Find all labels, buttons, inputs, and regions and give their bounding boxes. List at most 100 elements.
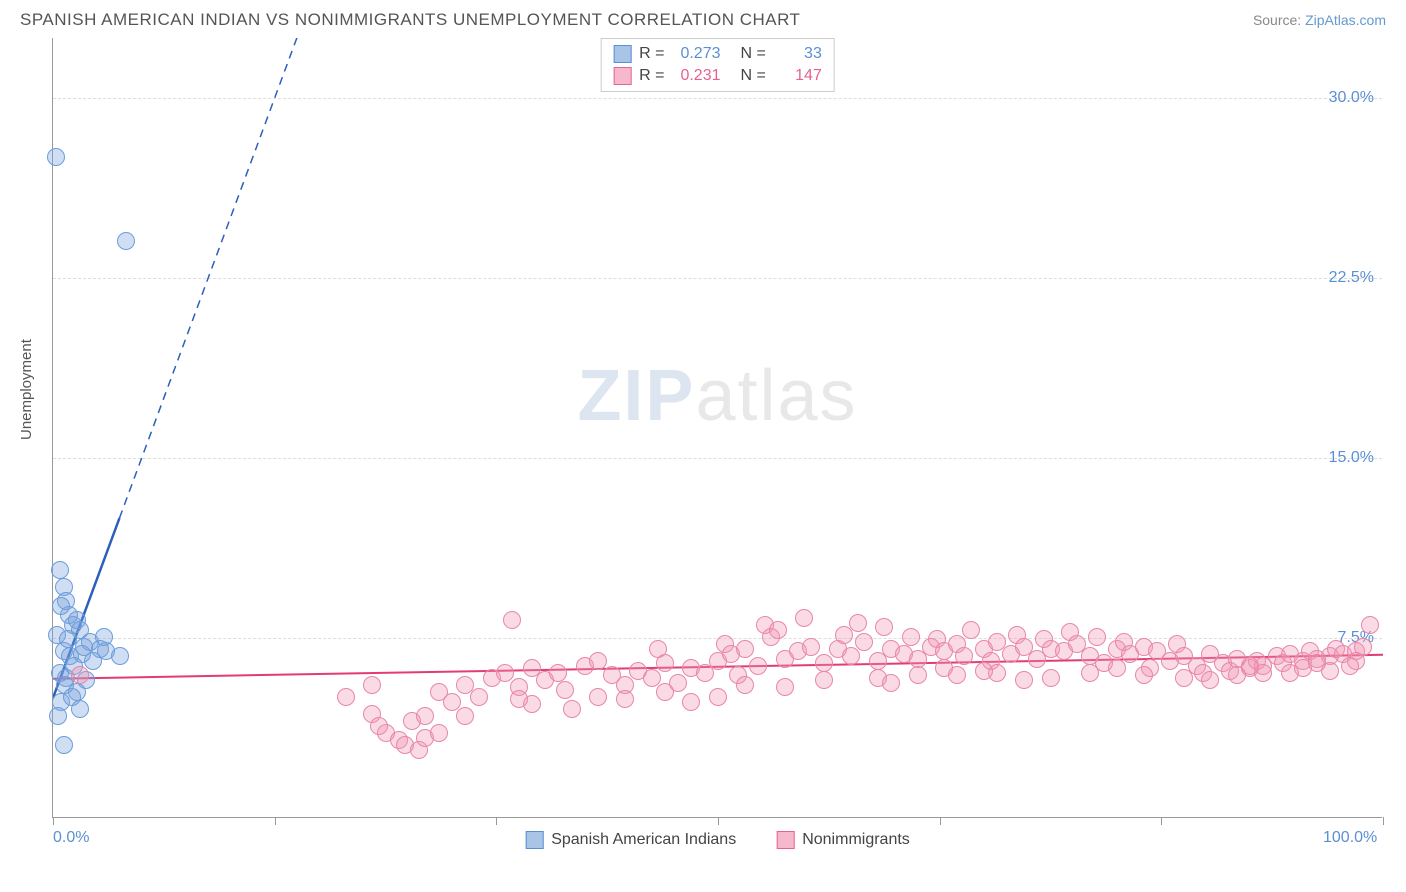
stat-n-value: 147 (774, 67, 822, 85)
scatter-point (643, 669, 661, 687)
x-tick (1383, 817, 1384, 825)
scatter-point (1175, 669, 1193, 687)
x-tick-label: 0.0% (53, 829, 89, 847)
scatter-point (849, 614, 867, 632)
legend-label: Spanish American Indians (551, 831, 736, 849)
scatter-point (709, 688, 727, 706)
scatter-point (1308, 654, 1326, 672)
scatter-point (337, 688, 355, 706)
scatter-point (456, 707, 474, 725)
scatter-point (75, 638, 93, 656)
scatter-point (1201, 671, 1219, 689)
scatter-point (855, 633, 873, 651)
x-tick (53, 817, 54, 825)
scatter-point (117, 232, 135, 250)
scatter-point (563, 700, 581, 718)
scatter-point (616, 690, 634, 708)
scatter-point (948, 666, 966, 684)
legend-label: Nonimmigrants (802, 831, 910, 849)
scatter-point (975, 662, 993, 680)
scatter-point (1135, 666, 1153, 684)
scatter-point (902, 628, 920, 646)
scatter-point (955, 647, 973, 665)
y-axis-label: Unemployment (18, 339, 35, 440)
scatter-point (496, 664, 514, 682)
stat-n-label: N = (741, 67, 766, 85)
scatter-point (51, 561, 69, 579)
scatter-point (1108, 659, 1126, 677)
source-prefix: Source: (1253, 12, 1305, 28)
scatter-point (503, 611, 521, 629)
scatter-point (815, 654, 833, 672)
bottom-legend: Spanish American Indians Nonimmigrants (525, 831, 910, 849)
scatter-point (370, 717, 388, 735)
scatter-point (962, 621, 980, 639)
scatter-point (882, 674, 900, 692)
scatter-point (111, 647, 129, 665)
series-swatch (613, 67, 631, 85)
x-tick (1161, 817, 1162, 825)
stat-n-label: N = (741, 45, 766, 63)
scatter-point (470, 688, 488, 706)
legend-swatch (776, 831, 794, 849)
x-tick (496, 817, 497, 825)
scatter-point (1241, 657, 1259, 675)
scatter-point (1015, 671, 1033, 689)
stats-row: R = 0.231 N = 147 (613, 65, 822, 87)
scatter-point (443, 693, 461, 711)
chart-header: SPANISH AMERICAN INDIAN VS NONIMMIGRANTS… (0, 0, 1406, 38)
stat-r-label: R = (639, 67, 664, 85)
scatter-point (1081, 664, 1099, 682)
series-swatch (613, 45, 631, 63)
scatter-point (736, 640, 754, 658)
scatter-point (363, 676, 381, 694)
scatter-point (59, 630, 77, 648)
scatter-point (47, 148, 65, 166)
stat-r-value: 0.273 (673, 45, 721, 63)
legend-item: Nonimmigrants (776, 831, 910, 849)
scatter-point (842, 647, 860, 665)
scatter-points-layer (53, 38, 1382, 817)
x-tick-label: 100.0% (1323, 829, 1377, 847)
scatter-point (589, 688, 607, 706)
x-tick (940, 817, 941, 825)
source-attribution: Source: ZipAtlas.com (1253, 12, 1386, 28)
scatter-point (556, 681, 574, 699)
scatter-point (71, 666, 89, 684)
scatter-point (416, 707, 434, 725)
scatter-point (875, 618, 893, 636)
chart-title: SPANISH AMERICAN INDIAN VS NONIMMIGRANTS… (20, 10, 800, 30)
x-tick (275, 817, 276, 825)
scatter-point (736, 676, 754, 694)
scatter-point (510, 690, 528, 708)
scatter-point (589, 652, 607, 670)
scatter-point (769, 621, 787, 639)
scatter-point (656, 654, 674, 672)
scatter-point (682, 693, 700, 711)
scatter-point (95, 628, 113, 646)
stat-r-label: R = (639, 45, 664, 63)
stat-r-value: 0.231 (673, 67, 721, 85)
legend-item: Spanish American Indians (525, 831, 736, 849)
scatter-point (1341, 657, 1359, 675)
scatter-point (549, 664, 567, 682)
legend-swatch (525, 831, 543, 849)
scatter-point (909, 666, 927, 684)
chart-plot-area: ZIPatlas 7.5%15.0%22.5%30.0% 0.0%100.0% … (52, 38, 1382, 818)
scatter-point (815, 671, 833, 689)
scatter-point (1088, 628, 1106, 646)
scatter-point (1361, 616, 1379, 634)
scatter-point (1042, 669, 1060, 687)
scatter-point (71, 700, 89, 718)
stat-n-value: 33 (774, 45, 822, 63)
scatter-point (55, 736, 73, 754)
scatter-point (802, 638, 820, 656)
scatter-point (776, 678, 794, 696)
x-tick (718, 817, 719, 825)
source-link[interactable]: ZipAtlas.com (1305, 12, 1386, 28)
scatter-point (430, 724, 448, 742)
scatter-point (795, 609, 813, 627)
stats-row: R = 0.273 N = 33 (613, 43, 822, 65)
scatter-point (49, 707, 67, 725)
correlation-stats-box: R = 0.273 N = 33 R = 0.231 N = 147 (600, 38, 835, 92)
